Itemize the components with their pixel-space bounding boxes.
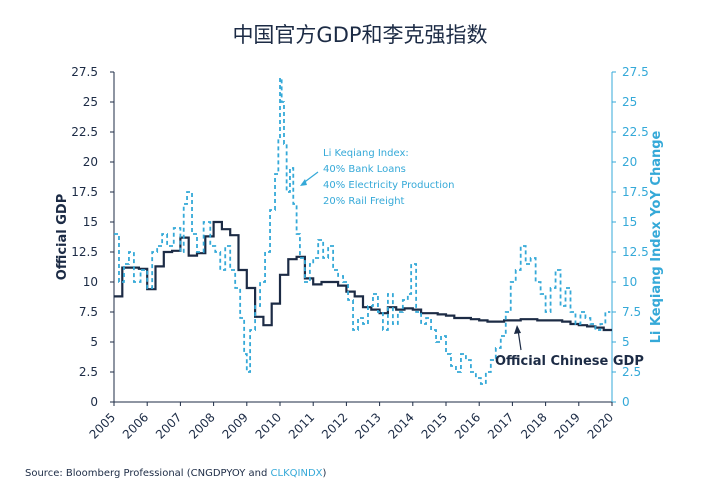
y-tick-right-label: 5 — [622, 335, 630, 349]
x-tick-label: 2014 — [385, 410, 416, 441]
x-tick-label: 2013 — [352, 410, 383, 441]
lki-note-arrowhead — [300, 179, 307, 186]
source-prefix: Source: Bloomberg Professional (CNGDPYOY… — [25, 468, 271, 479]
x-tick-label: 2009 — [219, 410, 250, 441]
y-tick-right-label: 10 — [622, 275, 637, 289]
axes — [113, 72, 613, 403]
lki-note-line-2: 40% Bank Loans — [323, 164, 406, 175]
y-tick-right-label: 0 — [622, 395, 630, 409]
gdp-series-label: Official Chinese GDP — [495, 354, 644, 369]
y-tick-left-label: 20 — [83, 155, 98, 169]
y-tick-left-label: 2.5 — [79, 365, 98, 379]
y-tick-left-label: 5 — [90, 335, 98, 349]
x-tick-label: 2018 — [518, 410, 549, 441]
y-tick-left-label: 12.5 — [71, 245, 98, 259]
series-line-li-keqiang-index — [114, 77, 611, 385]
y-tick-left-label: 22.5 — [71, 125, 98, 139]
source-highlight: CLKQINDX — [271, 468, 323, 479]
x-tick-label: 2006 — [120, 410, 151, 441]
series-line-official-gdp — [114, 220, 612, 332]
source-suffix: ) — [323, 468, 327, 479]
y-ticks-left: 0 2.5 5 7.5 10 12.5 15 17.5 20 22.5 25 27.5 — [71, 65, 114, 409]
y-tick-right-label: 2.5 — [622, 365, 641, 379]
y-tick-right-label: 27.5 — [622, 65, 649, 79]
x-tick-label: 2011 — [286, 410, 317, 441]
x-tick-label: 2020 — [585, 410, 616, 441]
series-group — [114, 77, 612, 385]
y-tick-left-label: 25 — [83, 95, 98, 109]
y-tick-right-label: 17.5 — [622, 185, 649, 199]
gdp-label-arrowhead — [514, 325, 521, 334]
lki-note-line-1: Li Keqiang Index: — [323, 148, 409, 159]
lki-note-line-3: 40% Electricity Production — [323, 180, 454, 191]
source-note: Source: Bloomberg Professional (CNGDPYOY… — [25, 468, 327, 479]
y-tick-right-label: 22.5 — [622, 125, 649, 139]
y-axis-left-label: Official GDP — [55, 194, 70, 280]
x-tick-label: 2019 — [551, 410, 582, 441]
x-tick-label: 2005 — [87, 410, 118, 441]
x-tick-label: 2015 — [419, 410, 450, 441]
y-tick-left-label: 17.5 — [71, 185, 98, 199]
x-tick-label: 2016 — [452, 410, 483, 441]
y-tick-right-label: 12.5 — [622, 245, 649, 259]
y-tick-right-label: 25 — [622, 95, 637, 109]
x-tick-label: 2012 — [319, 410, 350, 441]
lki-note-line-4: 20% Rail Freight — [323, 196, 405, 207]
x-tick-label: 2007 — [153, 410, 184, 441]
y-tick-left-label: 27.5 — [71, 65, 98, 79]
x-tick-label: 2010 — [253, 410, 284, 441]
lki-annotation: Li Keqiang Index: 40% Bank Loans 40% Ele… — [300, 148, 454, 207]
x-ticks: 2005 2006 2007 2008 2009 2010 2011 2012 2013 2014… — [87, 402, 616, 442]
chart-title: 中国官方GDP和李克强指数 — [232, 23, 487, 47]
y-ticks-right: 0 2.5 5 7.5 10 12.5 15 17.5 20 22.5 25 27.5 — [612, 65, 649, 409]
y-tick-right-label: 15 — [622, 215, 637, 229]
y-tick-left-label: 0 — [90, 395, 98, 409]
y-tick-right-label: 20 — [622, 155, 637, 169]
y-tick-left-label: 10 — [83, 275, 98, 289]
y-axis-right-label: Li Keqiang Index YoY Change — [649, 130, 664, 343]
gdp-annotation: Official Chinese GDP — [495, 325, 644, 369]
x-tick-label: 2017 — [485, 410, 516, 441]
x-tick-label: 2008 — [186, 410, 217, 441]
y-tick-left-label: 7.5 — [79, 305, 98, 319]
y-tick-right-label: 7.5 — [622, 305, 641, 319]
y-tick-left-label: 15 — [83, 215, 98, 229]
